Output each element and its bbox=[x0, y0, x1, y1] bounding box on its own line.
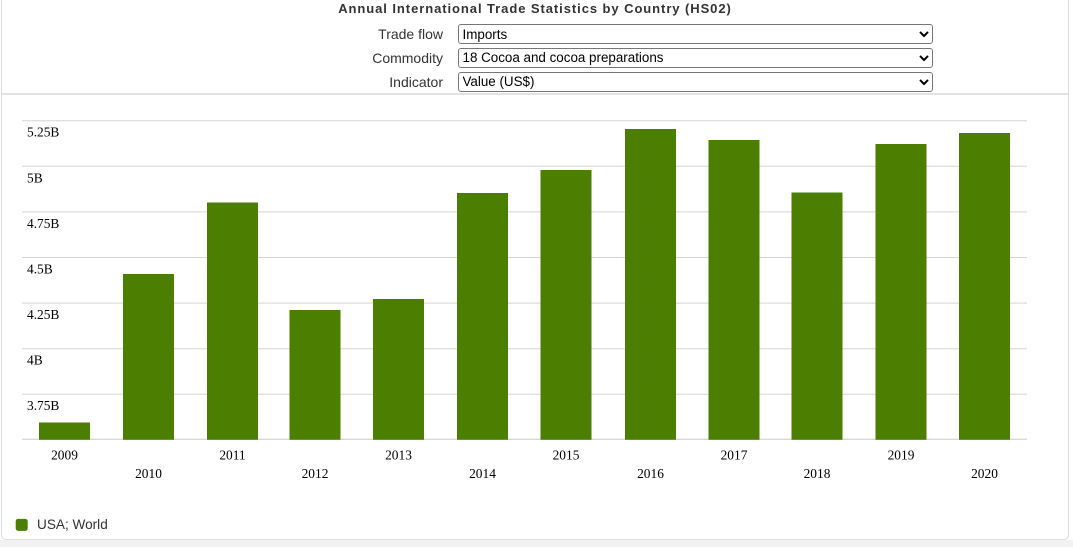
svg-text:2018: 2018 bbox=[804, 466, 831, 481]
svg-text:2012: 2012 bbox=[302, 466, 329, 481]
svg-text:4.5B: 4.5B bbox=[27, 262, 53, 277]
svg-text:2011: 2011 bbox=[219, 447, 245, 462]
svg-text:2017: 2017 bbox=[721, 447, 748, 462]
svg-text:2010: 2010 bbox=[135, 466, 162, 481]
svg-text:2019: 2019 bbox=[888, 447, 915, 462]
svg-text:5.25B: 5.25B bbox=[27, 125, 59, 140]
svg-text:2009: 2009 bbox=[51, 447, 78, 462]
svg-text:2016: 2016 bbox=[637, 466, 664, 481]
svg-text:2020: 2020 bbox=[971, 466, 998, 481]
svg-text:2014: 2014 bbox=[469, 466, 496, 481]
svg-text:4B: 4B bbox=[27, 353, 43, 368]
svg-text:4.25B: 4.25B bbox=[27, 307, 59, 322]
svg-text:3.75B: 3.75B bbox=[27, 398, 59, 413]
svg-text:4.75B: 4.75B bbox=[27, 216, 59, 231]
svg-text:2015: 2015 bbox=[553, 447, 580, 462]
svg-text:5B: 5B bbox=[27, 171, 43, 186]
svg-text:2013: 2013 bbox=[385, 447, 412, 462]
svg-text:USA; World: USA; World bbox=[37, 517, 108, 532]
